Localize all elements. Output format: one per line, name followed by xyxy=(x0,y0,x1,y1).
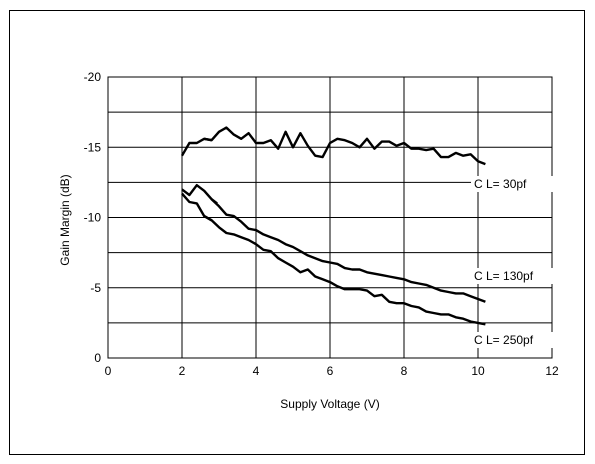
y-tick-label: -20 xyxy=(84,70,102,84)
x-tick-label: 6 xyxy=(327,364,334,378)
series-label-bg xyxy=(471,332,553,348)
x-tick-label: 4 xyxy=(253,364,260,378)
series-hook-1 xyxy=(203,137,212,142)
series-hook-2 xyxy=(210,198,218,205)
y-axis-label: Gain Margin (dB) xyxy=(58,174,72,265)
series-group xyxy=(180,126,486,326)
series-labels: C L= 30pf C L= 130pf C L= 250pf xyxy=(471,176,553,348)
x-tick-label: 0 xyxy=(105,364,112,378)
series-label-bg xyxy=(471,268,553,284)
series-label-1: C L= 30pf xyxy=(474,177,527,191)
chart-frame xyxy=(9,10,585,455)
y-tick-label: -15 xyxy=(84,140,102,154)
axis-ticks: 0 2 4 6 8 10 12 0 -5 -10 -15 -20 xyxy=(84,70,559,378)
x-tick-label: 2 xyxy=(179,364,186,378)
y-tick-label: -5 xyxy=(90,281,101,295)
series-line-3 xyxy=(181,192,486,326)
grid-lines xyxy=(107,76,553,359)
series-line-1 xyxy=(180,126,486,166)
series-line-2 xyxy=(181,184,486,303)
x-tick-label: 8 xyxy=(401,364,408,378)
series-label-3: C L= 250pf xyxy=(474,333,534,347)
y-tick-label: -10 xyxy=(84,211,102,225)
series-label-2: C L= 130pf xyxy=(474,269,534,283)
x-tick-label: 12 xyxy=(545,364,559,378)
series-hook-3 xyxy=(203,215,213,222)
x-axis-label: Supply Voltage (V) xyxy=(280,397,379,411)
series-label-bg xyxy=(471,176,553,192)
plot-area xyxy=(107,76,553,359)
y-tick-label: 0 xyxy=(94,351,101,365)
x-tick-label: 10 xyxy=(471,364,485,378)
